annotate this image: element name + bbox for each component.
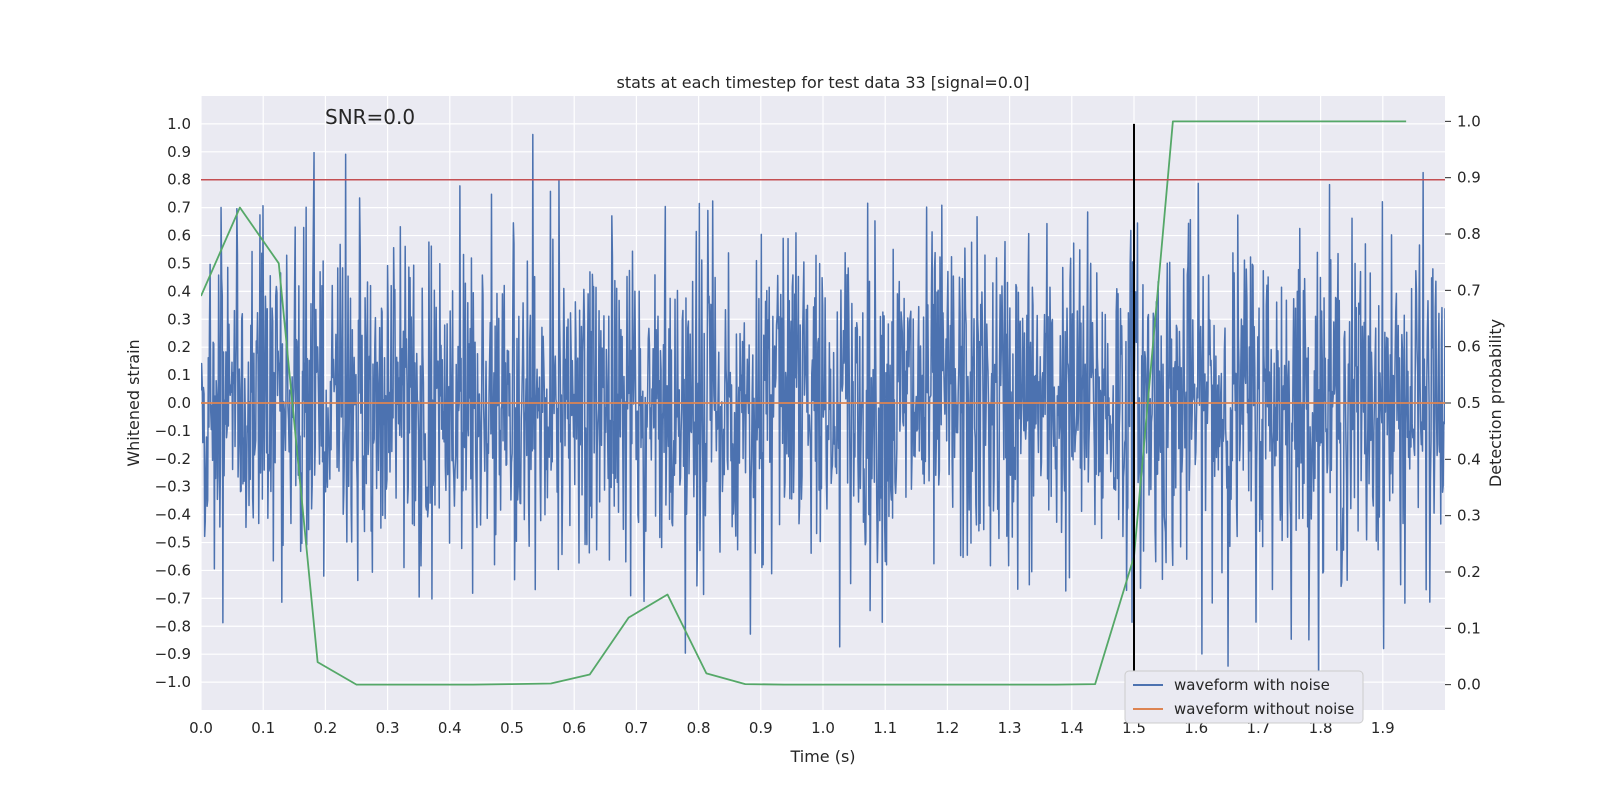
x-tick-label: 1.0 — [811, 719, 835, 737]
y-tick-label: 0.1 — [167, 366, 191, 384]
y-tick-label: 0.7 — [167, 199, 191, 217]
y2-tick-label: 0.3 — [1457, 507, 1481, 525]
ticks: 0.0 0.1 0.2 0.3 0.4 0.5 0.6 0.7 0.8 0.9 1.0 1.1 1.2 1… — [155, 112, 1481, 737]
legend-box — [1124, 670, 1364, 724]
y-tick-label: 0.6 — [167, 227, 191, 245]
y2-tick-label: 0.9 — [1457, 169, 1481, 187]
y-tick-label: 0.0 — [167, 394, 191, 412]
x-axis-label: Time (s) — [789, 747, 855, 766]
y-tick-label: −0.7 — [155, 589, 191, 607]
x-tick-label: 0.8 — [687, 719, 711, 737]
snr-annotation: SNR=0.0 — [325, 105, 415, 129]
y2-tick-label: 0.0 — [1457, 676, 1481, 694]
y-axis-label: Whitened strain — [124, 339, 143, 466]
y-tick-label: −0.3 — [155, 478, 191, 496]
x-tick-label: 0.9 — [749, 719, 773, 737]
y2-tick-label: 1.0 — [1457, 112, 1481, 130]
y2-tick-label: 0.6 — [1457, 338, 1481, 356]
x-tick-label: 1.2 — [935, 719, 959, 737]
y-tick-label: −0.2 — [155, 450, 191, 468]
legend: waveform with noise waveform without noi… — [1124, 670, 1364, 724]
y-tick-label: 0.5 — [167, 254, 191, 272]
y-tick-label: 0.4 — [167, 282, 191, 300]
y-tick-label: −0.8 — [155, 617, 191, 635]
y-tick-label: 0.2 — [167, 338, 191, 356]
legend-label-waveform-with-noise: waveform with noise — [1174, 676, 1330, 694]
y-tick-label: 0.8 — [167, 171, 191, 189]
x-tick-label: 0.3 — [376, 719, 400, 737]
y-tick-label: −0.6 — [155, 561, 191, 579]
y2-tick-label: 0.1 — [1457, 619, 1481, 637]
y2-tick-label: 0.8 — [1457, 225, 1481, 243]
y2-axis-label: Detection probability — [1486, 319, 1505, 487]
x-tick-label: 0.4 — [438, 719, 462, 737]
y-tick-label: −0.1 — [155, 422, 191, 440]
y-tick-label: 1.0 — [167, 115, 191, 133]
x-tick-label: 0.0 — [189, 719, 213, 737]
y2-tick-label: 0.7 — [1457, 281, 1481, 299]
y-tick-label: −0.4 — [155, 506, 191, 524]
x-tick-label: 1.1 — [873, 719, 897, 737]
x-tick-label: 0.6 — [562, 719, 586, 737]
series-layer — [201, 120, 1445, 686]
y-tick-label: 0.9 — [167, 143, 191, 161]
y2-tick-label: 0.5 — [1457, 394, 1481, 412]
y-tick-label: −0.9 — [155, 645, 191, 663]
y-tick-label: −1.0 — [155, 673, 191, 691]
x-tick-label: 0.2 — [313, 719, 337, 737]
legend-label-waveform-without-noise: waveform without noise — [1174, 700, 1354, 718]
x-tick-label: 1.3 — [998, 719, 1022, 737]
x-tick-label: 1.4 — [1060, 719, 1084, 737]
y-tick-label: −0.5 — [155, 534, 191, 552]
chart-title: stats at each timestep for test data 33 … — [617, 73, 1030, 92]
x-tick-label: 1.9 — [1371, 719, 1395, 737]
x-tick-label: 0.1 — [251, 719, 275, 737]
reference-lines — [201, 123, 1445, 683]
x-tick-label: 0.7 — [624, 719, 648, 737]
y2-tick-label: 0.4 — [1457, 450, 1481, 468]
series-line-detection-probability — [201, 120, 1407, 686]
y2-tick-label: 0.2 — [1457, 563, 1481, 581]
x-tick-label: 0.5 — [500, 719, 524, 737]
series-line-waveform-with-noise — [201, 133, 1445, 683]
y-tick-label: 0.3 — [167, 310, 191, 328]
